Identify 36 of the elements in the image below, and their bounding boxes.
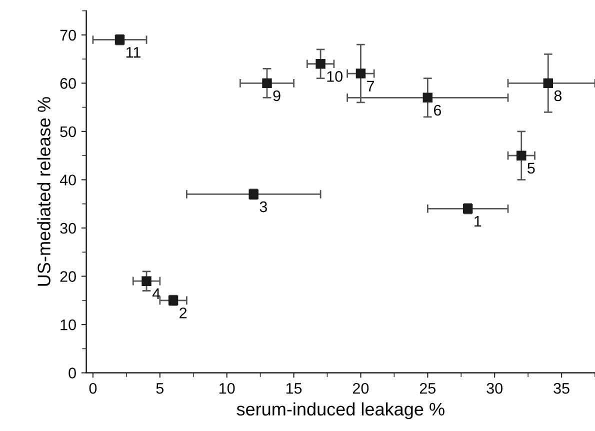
x-tick-label: 5 xyxy=(156,383,164,394)
y-tick-label: 30 xyxy=(60,222,76,234)
point xyxy=(422,92,433,103)
x-tick-label: 10 xyxy=(220,382,235,394)
point xyxy=(516,150,526,160)
y-tick-label: 60 xyxy=(60,78,76,89)
point xyxy=(142,276,152,286)
y-tick-label: 20 xyxy=(60,271,76,282)
annotation: 10 xyxy=(327,71,343,82)
annotation: 8 xyxy=(554,90,562,102)
x-tick-label: 15 xyxy=(286,383,302,394)
point xyxy=(316,59,326,69)
annotation: 3 xyxy=(260,201,267,212)
point xyxy=(262,78,272,88)
x-tick-label: 35 xyxy=(554,382,570,394)
annotation: 4 xyxy=(152,288,160,299)
annotation: 11 xyxy=(126,47,140,58)
x-tick-label: 20 xyxy=(352,382,369,394)
x-tick-label: 0 xyxy=(89,382,97,394)
point xyxy=(543,78,554,88)
annotation: 6 xyxy=(434,104,442,116)
point xyxy=(356,68,366,78)
x-tick-label: 25 xyxy=(420,382,436,394)
y-tick-label: 10 xyxy=(60,319,76,330)
y-tick-label: 50 xyxy=(60,126,76,138)
x-tick-label: 30 xyxy=(486,382,502,394)
annotation: 2 xyxy=(180,308,187,318)
annotation: 9 xyxy=(273,90,280,102)
annotation: 1 xyxy=(474,216,482,227)
y-tick-label: 0 xyxy=(68,368,76,378)
y-axis-title: US-mediated release % xyxy=(37,97,50,286)
y-tick-label: 70 xyxy=(60,30,76,41)
y-tick-label: 40 xyxy=(60,174,76,186)
annotation: 7 xyxy=(367,80,374,92)
annotation: 5 xyxy=(528,162,535,174)
x-axis-title: serum-induced leakage % xyxy=(236,402,444,420)
